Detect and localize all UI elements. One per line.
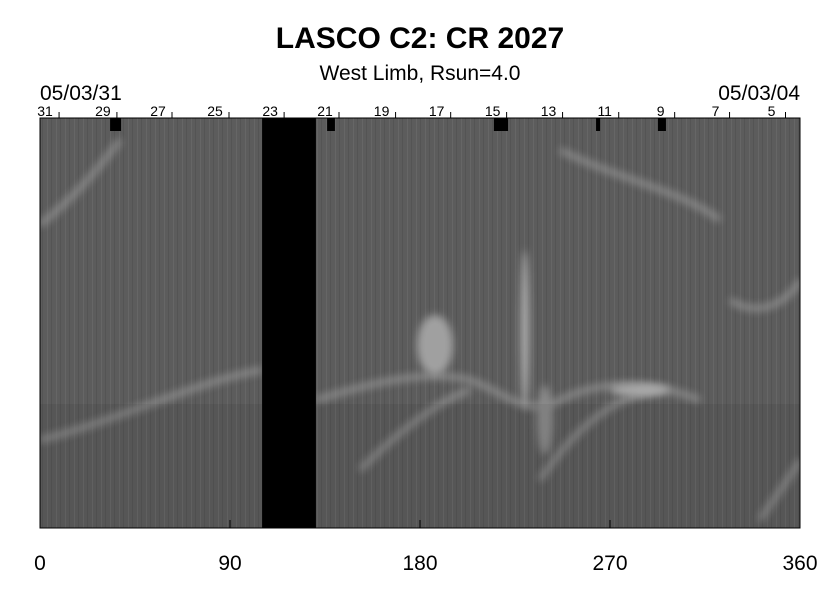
- start-date: 05/03/31: [40, 82, 122, 105]
- chart-subtitle: West Limb, Rsun=4.0: [320, 62, 521, 85]
- day-tick-label: 17: [429, 103, 445, 119]
- day-tick-label: 29: [95, 103, 111, 119]
- day-tick-label: 23: [262, 103, 278, 119]
- gap-mark: [657, 118, 666, 131]
- bright-patches: [417, 250, 670, 455]
- day-tick-label: 15: [485, 103, 501, 119]
- day-tick-label: 11: [597, 103, 612, 119]
- synoptic-image: [40, 118, 800, 528]
- x-tick-label: 180: [402, 552, 437, 575]
- lower-shade: [40, 404, 800, 528]
- gap-mark: [596, 118, 601, 131]
- gap-mark: [493, 118, 509, 131]
- chart-title: LASCO C2: CR 2027: [276, 22, 564, 55]
- gap-mark: [327, 118, 335, 131]
- gap-mark: [110, 118, 122, 131]
- x-tick-label: 90: [218, 552, 241, 575]
- day-tick-label: 13: [541, 103, 557, 119]
- day-tick-label: 5: [768, 103, 776, 119]
- day-tick-label: 27: [150, 103, 166, 119]
- x-tick-label: 270: [592, 552, 627, 575]
- streamers: [40, 138, 800, 522]
- image-background: [40, 118, 800, 528]
- day-tick-label: 21: [317, 103, 333, 119]
- x-tick-label: 360: [782, 552, 817, 575]
- day-tick-label: 9: [657, 103, 665, 119]
- day-tick-label: 19: [374, 103, 390, 119]
- day-tick-label: 31: [37, 103, 53, 119]
- day-tick-label: 7: [712, 103, 720, 119]
- x-tick-label: 0: [34, 552, 46, 575]
- end-date: 05/03/04: [718, 82, 800, 105]
- data-gap: [262, 118, 316, 528]
- day-tick-label: 25: [207, 103, 223, 119]
